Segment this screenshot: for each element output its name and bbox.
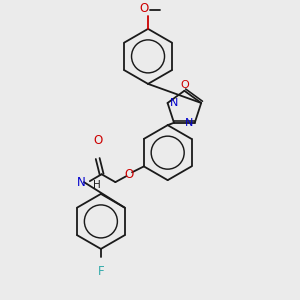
Text: F: F bbox=[98, 265, 104, 278]
Text: O: O bbox=[140, 2, 149, 15]
Text: O: O bbox=[180, 80, 189, 90]
Text: H: H bbox=[93, 180, 101, 190]
Text: N: N bbox=[169, 98, 178, 108]
Text: N: N bbox=[184, 118, 193, 128]
Text: N: N bbox=[77, 176, 86, 189]
Text: O: O bbox=[124, 168, 134, 181]
Text: O: O bbox=[93, 134, 102, 147]
